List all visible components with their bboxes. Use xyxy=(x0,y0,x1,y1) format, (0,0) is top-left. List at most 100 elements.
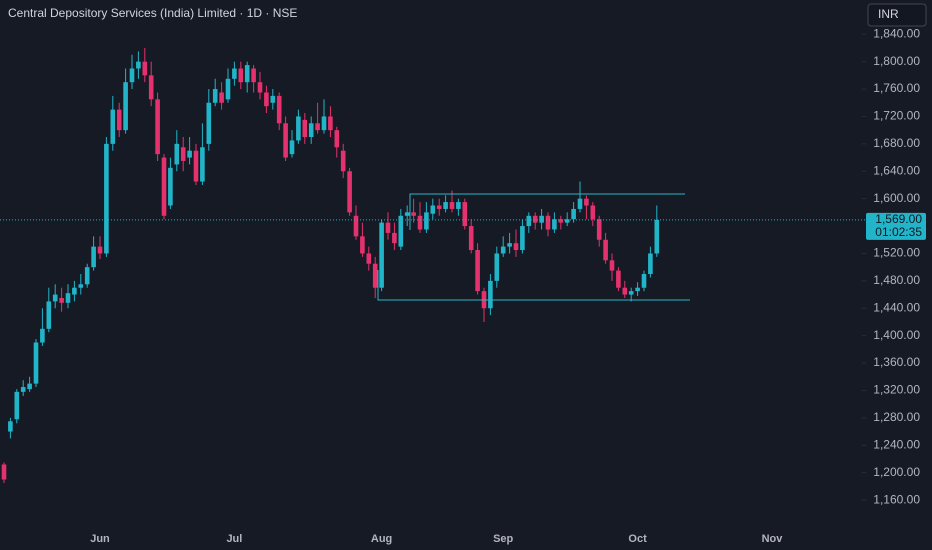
candle-body xyxy=(648,253,653,275)
candle-body xyxy=(564,219,570,223)
candle-body xyxy=(129,68,135,83)
candle-body xyxy=(187,150,192,158)
candle-body xyxy=(404,212,410,216)
candle-body xyxy=(603,239,608,261)
candle-body xyxy=(180,147,186,161)
candle-body xyxy=(622,287,628,295)
candle-body xyxy=(232,68,237,79)
candle-body xyxy=(584,198,589,206)
y-tick-label: 1,160.00 xyxy=(873,492,920,506)
candle-body xyxy=(148,75,154,100)
plot-area xyxy=(0,33,866,501)
candle-body xyxy=(212,89,218,103)
candle-body xyxy=(276,95,282,124)
candle-body xyxy=(270,95,276,103)
candle-body xyxy=(52,294,58,302)
candle-body xyxy=(136,61,141,69)
candle-body xyxy=(392,232,397,244)
candle-body xyxy=(468,226,474,251)
candle-body xyxy=(456,202,461,209)
candle-body xyxy=(78,284,84,288)
candle-body xyxy=(302,119,308,138)
candle-body xyxy=(251,68,256,83)
candle-body xyxy=(33,342,39,384)
candle-body xyxy=(168,167,173,206)
candle-body xyxy=(308,123,314,138)
candle-body xyxy=(526,215,532,227)
candle-body xyxy=(539,215,544,223)
candle-body xyxy=(488,280,493,309)
candle-body xyxy=(462,202,468,227)
candle-body xyxy=(20,387,26,392)
candle-body xyxy=(443,202,448,209)
candle-body xyxy=(110,109,116,144)
x-tick-label: Oct xyxy=(628,533,647,545)
candle-body xyxy=(257,82,263,93)
candle-body xyxy=(40,328,45,343)
candle-body xyxy=(59,297,64,303)
x-tick-label: Jun xyxy=(90,533,110,545)
y-tick-label: 1,520.00 xyxy=(873,246,920,260)
candle-body xyxy=(340,150,346,172)
candle-body xyxy=(238,68,244,83)
y-tick-label: 1,200.00 xyxy=(873,465,920,479)
candle-body xyxy=(411,212,416,216)
candle-body xyxy=(328,116,333,131)
x-tick-label: Sep xyxy=(493,533,513,545)
candle-body xyxy=(219,92,224,103)
candle-body xyxy=(635,287,640,292)
y-tick-label: 1,480.00 xyxy=(873,273,920,287)
y-tick-label: 1,680.00 xyxy=(873,136,920,150)
candle-body xyxy=(161,157,167,216)
candle-body xyxy=(436,205,442,209)
candle-body xyxy=(321,116,327,131)
y-tick-label: 1,440.00 xyxy=(873,300,920,314)
candle-body xyxy=(475,250,480,292)
candle-body xyxy=(417,215,423,230)
candle-body xyxy=(289,140,295,155)
currency-box[interactable] xyxy=(867,3,927,27)
x-tick-label: Jul xyxy=(226,533,242,545)
candle-body xyxy=(430,205,436,214)
candle-body xyxy=(116,109,122,131)
candle-body xyxy=(366,253,372,264)
candle-body xyxy=(193,150,199,182)
candle-body xyxy=(513,243,519,251)
candle-body xyxy=(641,274,647,288)
candle-body xyxy=(225,78,231,100)
candle-body xyxy=(155,99,160,155)
y-tick-label: 1,240.00 xyxy=(873,437,920,451)
candle-body xyxy=(500,246,506,254)
candle-body xyxy=(347,171,352,213)
y-tick-label: 1,280.00 xyxy=(873,410,920,424)
chart-title: Central Depository Services (India) Limi… xyxy=(8,6,297,20)
countdown-label: 01:02:35 xyxy=(875,225,922,239)
candle-body xyxy=(360,236,365,254)
y-tick-label: 1,320.00 xyxy=(873,383,920,397)
candle-body xyxy=(72,287,77,295)
candle-body xyxy=(449,202,455,209)
range-bottom-drawing xyxy=(377,270,690,301)
candle-body xyxy=(424,212,429,230)
x-tick-label: Aug xyxy=(371,533,392,545)
candle-body xyxy=(200,147,205,182)
candle-body xyxy=(84,267,90,285)
candle-body xyxy=(264,92,269,107)
candle-body xyxy=(654,219,660,254)
candle-body xyxy=(283,123,288,158)
candle-body xyxy=(596,219,602,240)
last-price-label: 1,569.00 xyxy=(875,212,922,226)
y-tick-label: 1,600.00 xyxy=(873,191,920,205)
candle-body xyxy=(577,198,583,209)
range-top-drawing xyxy=(409,193,685,230)
candle-body xyxy=(244,65,250,83)
candle-body xyxy=(27,383,32,390)
candle-body xyxy=(206,102,212,144)
candle-body xyxy=(609,260,615,271)
currency-label[interactable]: INR xyxy=(878,7,899,21)
candle-body xyxy=(507,243,512,247)
candle-body xyxy=(552,219,557,230)
candle-body xyxy=(296,116,301,141)
candle-body xyxy=(123,82,128,131)
